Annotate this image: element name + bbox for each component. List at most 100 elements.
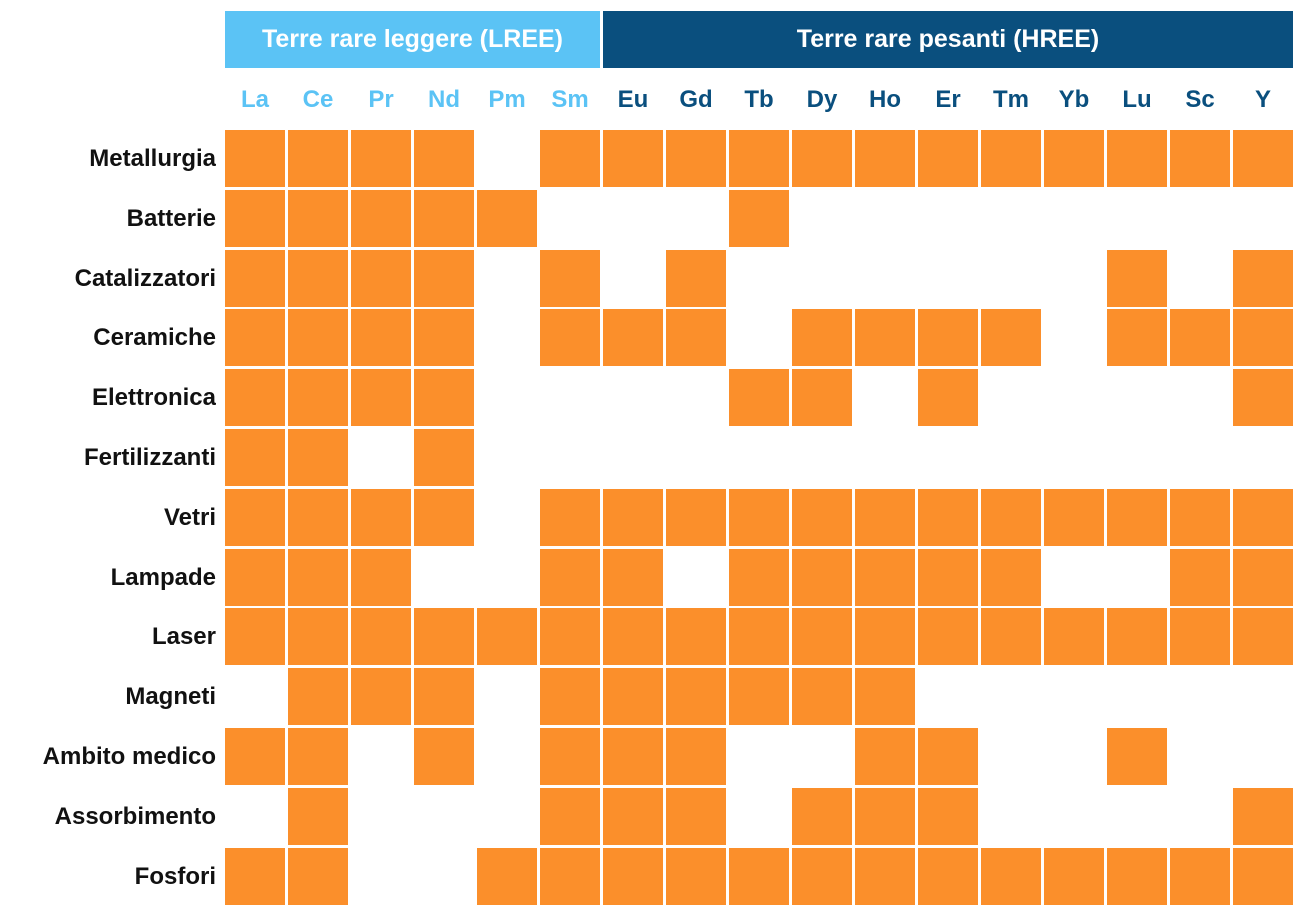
cell-8-y [1233,608,1293,665]
cell-6-nd [414,489,474,546]
cell-8-sm [540,608,600,665]
cell-6-tb [729,489,789,546]
cell-8-pm [477,608,537,665]
cell-1-tb [729,190,789,247]
cell-8-pr [351,608,411,665]
cell-4-la [225,369,285,426]
cell-6-pr [351,489,411,546]
cell-12-sc [1170,848,1230,905]
column-label-y: Y [1254,86,1271,113]
cell-6-dy [792,489,852,546]
column-label-tm: Tm [993,86,1029,113]
cell-4-pr [351,369,411,426]
cell-3-pr [351,309,411,366]
cell-4-tb [729,369,789,426]
cell-12-tb [729,848,789,905]
cell-6-eu [603,489,663,546]
row-label-8: Laser [151,623,216,651]
cell-6-lu [1107,489,1167,546]
column-label-gd: Gd [679,86,713,113]
cell-10-eu [603,728,663,785]
cell-0-pr [351,130,411,187]
cell-11-eu [603,788,663,845]
column-label-sm: Sm [551,86,589,113]
cell-12-ho [855,848,915,905]
row-label-12: Fosfori [134,862,216,890]
cell-0-gd [666,130,726,187]
cell-9-eu [603,668,663,725]
column-label-sc: Sc [1185,86,1215,113]
column-label-yb: Yb [1058,86,1090,113]
cell-3-tm [981,309,1041,366]
cell-6-y [1233,489,1293,546]
cell-10-gd [666,728,726,785]
cell-3-ho [855,309,915,366]
cell-0-sc [1170,130,1230,187]
cell-0-ho [855,130,915,187]
cell-11-gd [666,788,726,845]
cell-11-ho [855,788,915,845]
group-header-1: Terre rare pesanti (HREE) [603,11,1293,68]
cell-6-yb [1044,489,1104,546]
cell-7-tm [981,549,1041,606]
cell-0-er [918,130,978,187]
cell-12-lu [1107,848,1167,905]
cell-8-tm [981,608,1041,665]
cell-0-tm [981,130,1041,187]
cell-7-ce [288,549,348,606]
cell-3-y [1233,309,1293,366]
cell-6-tm [981,489,1041,546]
cell-0-sm [540,130,600,187]
row-label-1: Batterie [126,204,216,232]
cell-7-er [918,549,978,606]
cell-2-ce [288,250,348,307]
cell-6-gd [666,489,726,546]
row-label-9: Magneti [125,683,216,711]
cell-8-la [225,608,285,665]
cell-12-ce [288,848,348,905]
column-label-eu: Eu [617,86,649,113]
cell-4-dy [792,369,852,426]
cell-4-nd [414,369,474,426]
cell-7-pr [351,549,411,606]
cell-10-er [918,728,978,785]
cell-9-nd [414,668,474,725]
cell-8-ho [855,608,915,665]
cell-8-yb [1044,608,1104,665]
cell-2-nd [414,250,474,307]
cell-2-la [225,250,285,307]
cell-11-sm [540,788,600,845]
cell-10-la [225,728,285,785]
cell-7-tb [729,549,789,606]
cell-0-tb [729,130,789,187]
row-label-5: Fertilizzanti [83,444,216,471]
cell-12-er [918,848,978,905]
cell-0-ce [288,130,348,187]
column-label-ce: Ce [302,86,334,113]
cell-3-nd [414,309,474,366]
cell-9-sm [540,668,600,725]
cell-2-gd [666,250,726,307]
row-label-4: Elettronica [91,384,216,412]
column-label-dy: Dy [806,86,838,113]
cell-10-ce [288,728,348,785]
cell-10-ho [855,728,915,785]
column-label-er: Er [935,86,961,113]
cell-12-sm [540,848,600,905]
cell-8-gd [666,608,726,665]
cell-5-ce [288,429,348,486]
cell-0-dy [792,130,852,187]
cell-12-gd [666,848,726,905]
cell-0-yb [1044,130,1104,187]
cell-8-tb [729,608,789,665]
column-label-pm: Pm [488,86,526,113]
cell-12-dy [792,848,852,905]
cell-12-la [225,848,285,905]
cell-6-sm [540,489,600,546]
cell-9-tb [729,668,789,725]
column-label-nd: Nd [428,86,460,113]
cell-6-ce [288,489,348,546]
cell-10-lu [1107,728,1167,785]
row-label-6: Vetri [163,503,216,531]
cell-5-nd [414,429,474,486]
